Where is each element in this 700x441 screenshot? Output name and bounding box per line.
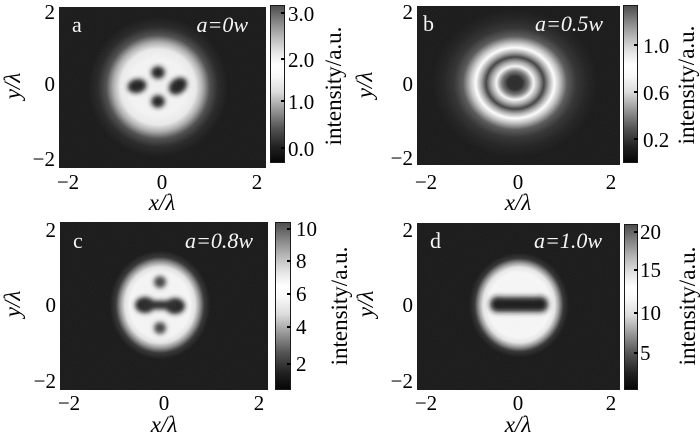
colorbar-tick: 20 xyxy=(640,220,661,244)
colorbar-tick: 0.6 xyxy=(643,81,670,105)
y-tick: 2 xyxy=(44,0,56,24)
heatmap-panel-b xyxy=(417,6,620,165)
colorbar-tick-mark xyxy=(287,228,291,230)
panel-annotation: a=0w xyxy=(196,12,248,37)
colorbar-tick: 15 xyxy=(640,258,661,282)
y-axis-label: y/λ xyxy=(353,290,378,318)
colorbar-tick-mark xyxy=(287,260,291,262)
colorbar-tick: 8 xyxy=(296,249,307,273)
colorbar-tick-mark xyxy=(281,58,285,60)
x-tick: −2 xyxy=(414,391,438,415)
panel-annotation: a=0.8w xyxy=(184,228,253,253)
panel-letter: d xyxy=(430,228,441,253)
y-tick: 2 xyxy=(45,218,57,242)
x-tick: 0 xyxy=(156,170,168,194)
panel-annotation: a=1.0w xyxy=(533,228,602,253)
y-tick: 0 xyxy=(402,293,414,317)
colorbar-tick: 5 xyxy=(640,341,651,365)
colorbar-tick: 3.0 xyxy=(288,2,315,26)
x-axis-label: x/λ xyxy=(148,190,176,215)
colorbar xyxy=(275,222,291,390)
y-tick: 2 xyxy=(402,0,414,24)
colorbar-tick-mark xyxy=(634,312,638,314)
x-tick: 2 xyxy=(251,170,263,194)
heatmap-panel-c xyxy=(60,222,268,390)
colorbar-tick-mark xyxy=(634,269,638,271)
panel-letter: b xyxy=(423,11,434,36)
colorbar-tick-mark xyxy=(287,363,291,365)
colorbar-tick: 4 xyxy=(296,315,307,339)
x-tick: 2 xyxy=(605,391,617,415)
x-tick: 0 xyxy=(158,391,170,415)
y-tick: −2 xyxy=(390,146,413,170)
y-tick: 0 xyxy=(45,293,57,317)
colorbar-label: intensity/a.u. xyxy=(674,25,699,145)
y-tick: −2 xyxy=(33,369,56,393)
colorbar-tick: 1.0 xyxy=(643,34,670,58)
panel-annotation: a=0.5w xyxy=(534,11,603,36)
colorbar-tick-mark xyxy=(281,12,285,14)
colorbar-label: intensity/a.u. xyxy=(321,26,346,146)
colorbar-tick-mark xyxy=(634,138,638,140)
heatmap-panel-a xyxy=(59,7,266,168)
x-axis-label: x/λ xyxy=(504,190,532,215)
colorbar-tick-mark xyxy=(287,326,291,328)
y-tick: 0 xyxy=(402,72,414,96)
x-tick: −2 xyxy=(57,391,81,415)
x-tick: 0 xyxy=(512,170,524,194)
heatmap-panel-d xyxy=(417,223,620,390)
y-tick: −2 xyxy=(390,369,413,393)
x-tick: 2 xyxy=(253,391,265,415)
x-tick: −2 xyxy=(414,170,438,194)
colorbar-tick: 2.0 xyxy=(288,48,315,72)
colorbar-label: intensity/a.u. xyxy=(327,246,352,366)
colorbar-tick-mark xyxy=(281,147,285,149)
colorbar-tick: 0.2 xyxy=(643,128,670,152)
colorbar-tick-mark xyxy=(634,352,638,354)
y-tick: −2 xyxy=(32,147,55,171)
colorbar-tick: 1.0 xyxy=(288,90,315,114)
x-axis-label: x/λ xyxy=(504,412,532,437)
colorbar-label: intensity/a.u. xyxy=(675,246,700,366)
y-tick: 2 xyxy=(402,218,414,242)
y-axis-label: y/λ xyxy=(0,290,25,318)
x-tick: 2 xyxy=(605,170,617,194)
colorbar-tick: 0.0 xyxy=(288,137,315,161)
colorbar-tick: 10 xyxy=(640,301,661,325)
colorbar xyxy=(624,224,638,390)
colorbar-tick: 6 xyxy=(296,282,307,306)
x-tick: 0 xyxy=(512,391,524,415)
panel-letter: c xyxy=(73,228,83,253)
y-axis-label: y/λ xyxy=(352,71,377,99)
x-tick: −2 xyxy=(56,170,80,194)
colorbar-tick-mark xyxy=(634,44,638,46)
colorbar-tick: 2 xyxy=(296,352,307,376)
colorbar-tick-mark xyxy=(281,100,285,102)
y-tick: 0 xyxy=(44,72,56,96)
colorbar xyxy=(270,5,285,163)
colorbar-tick: 10 xyxy=(296,217,317,241)
colorbar-tick-mark xyxy=(287,293,291,295)
y-axis-label: y/λ xyxy=(0,72,25,100)
x-axis-label: x/λ xyxy=(150,412,178,437)
panel-letter: a xyxy=(72,12,82,37)
colorbar-tick-mark xyxy=(634,231,638,233)
colorbar-tick-mark xyxy=(634,91,638,93)
